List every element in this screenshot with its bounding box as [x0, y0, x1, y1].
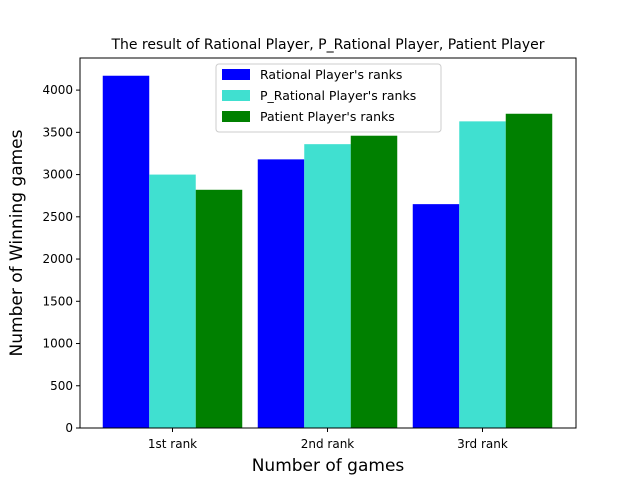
legend-label: P_Rational Player's ranks — [260, 88, 416, 103]
legend-swatch — [222, 111, 250, 122]
x-tick-label: 3rd rank — [457, 437, 508, 451]
bar-1-1 — [102, 75, 150, 429]
legend-swatch — [222, 90, 250, 101]
bar-2-1 — [149, 174, 196, 428]
bar-3-3 — [505, 113, 553, 429]
y-tick-label: 3500 — [42, 125, 73, 139]
y-axis: 0 500 1000 1500 2000 2500 3000 3500 4000 — [42, 83, 80, 435]
x-axis: 1st rank 2nd rank 3rd rank — [148, 428, 508, 451]
legend-frame — [215, 63, 442, 133]
y-tick-label: 2500 — [42, 210, 73, 224]
legend-items: Rational Player's ranks P_Rational Player… — [222, 67, 416, 124]
x-axis-title: Number of games — [252, 456, 405, 476]
bar-1-2 — [257, 159, 305, 428]
x-tick-label: 1st rank — [148, 437, 197, 451]
bars-group — [102, 75, 553, 429]
bar-1-3 — [412, 204, 460, 428]
x-tick-label: 2nd rank — [301, 437, 355, 451]
y-axis-title: Number of Winning games — [7, 129, 27, 356]
bar-3-1 — [195, 189, 243, 428]
y-tick-label: 2000 — [42, 252, 73, 266]
bar-2-3 — [459, 121, 506, 428]
y-tick-label: 500 — [50, 379, 73, 393]
y-tick-label: 1000 — [42, 337, 73, 351]
legend-label: Patient Player's ranks — [260, 109, 395, 124]
chart-title: The result of Rational Player, P_Rationa… — [110, 37, 544, 53]
legend: Rational Player's ranks P_Rational Player… — [215, 63, 442, 133]
y-tick-label: 1500 — [42, 294, 73, 308]
y-tick-label: 4000 — [42, 83, 73, 97]
y-tick-label: 3000 — [42, 168, 73, 182]
bar-3-2 — [350, 135, 398, 428]
bar-2-2 — [304, 144, 351, 429]
legend-swatch — [222, 69, 250, 80]
y-tick-label: 0 — [65, 421, 73, 435]
legend-label: Rational Player's ranks — [260, 67, 402, 82]
